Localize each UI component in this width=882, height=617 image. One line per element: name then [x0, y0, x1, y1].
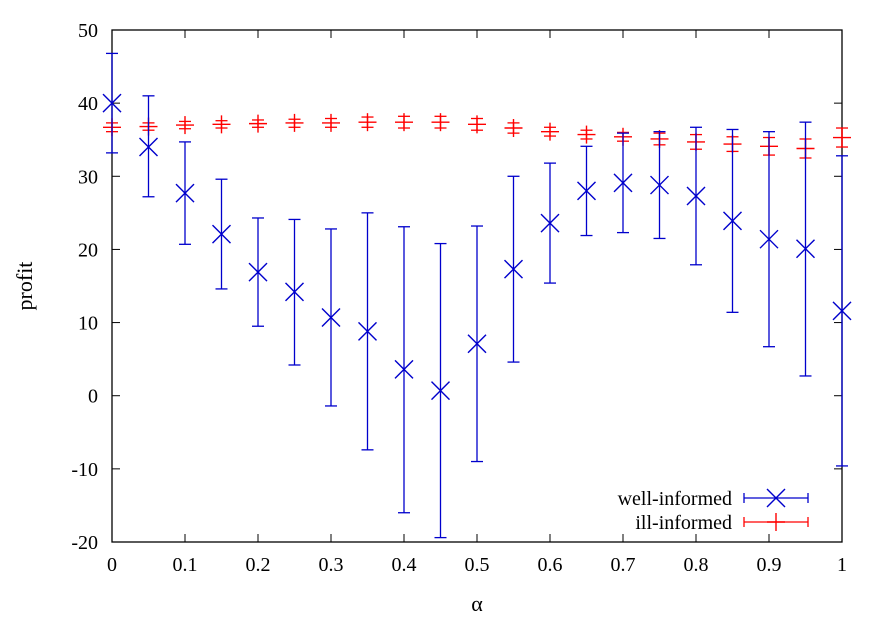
y-tick-label: 0: [88, 386, 98, 408]
data-point-marker: [358, 321, 377, 341]
y-tick-label: -10: [71, 459, 98, 481]
x-tick-label: 0.1: [173, 554, 198, 576]
data-point: [468, 115, 486, 134]
data-point: [504, 119, 523, 138]
data-point-marker: [285, 282, 304, 302]
data-point-marker: [766, 488, 786, 508]
data-point: [833, 127, 851, 148]
data-point-marker: [540, 213, 560, 233]
legend-label-ill-informed: ill-informed: [635, 512, 732, 534]
data-point: [796, 121, 815, 377]
data-point: [248, 217, 268, 327]
data-point-marker: [650, 175, 669, 195]
legend: well-informed ill-informed: [618, 488, 809, 534]
legend-sample-well-informed: [743, 488, 809, 508]
data-point-marker: [467, 334, 487, 354]
axis-ticks: [111, 29, 843, 543]
series-layer: [102, 52, 852, 539]
y-axis-title: profit: [12, 262, 37, 311]
data-point: [249, 114, 267, 133]
data-point: [431, 242, 450, 539]
data-point-marker: [504, 259, 523, 279]
data-point: [613, 132, 633, 234]
x-tick-label: 0.8: [684, 554, 709, 576]
data-point: [832, 155, 852, 467]
data-point: [577, 145, 596, 237]
data-point: [686, 126, 706, 266]
data-point-marker: [613, 173, 633, 193]
data-point: [394, 226, 414, 514]
data-point: [139, 95, 158, 198]
data-point: [431, 113, 450, 132]
data-point-marker: [175, 183, 195, 203]
data-point-marker: [139, 137, 158, 157]
data-point: [175, 141, 195, 245]
y-tick-label: 50: [78, 20, 98, 42]
data-point: [358, 113, 377, 132]
data-point: [212, 115, 231, 134]
data-point-marker: [248, 262, 268, 282]
data-point: [285, 218, 304, 366]
series-well-informed: [102, 52, 852, 539]
x-tick-label: 0.2: [246, 554, 271, 576]
data-point: [541, 122, 559, 141]
data-point: [322, 113, 340, 132]
data-point: [759, 131, 779, 348]
data-point: [577, 125, 596, 144]
data-point: [650, 131, 669, 240]
data-point-marker: [686, 186, 706, 206]
data-point-marker: [394, 359, 414, 379]
x-tick-label: 0: [107, 554, 117, 576]
y-tick-label: 10: [78, 313, 98, 335]
x-tick-label: 0.9: [757, 554, 782, 576]
data-point: [540, 162, 560, 284]
data-point-marker: [102, 93, 122, 113]
y-tick-label: 20: [78, 239, 98, 261]
data-point: [102, 52, 122, 154]
data-point: [176, 116, 194, 135]
series-ill-informed: [103, 113, 851, 159]
data-point: [285, 113, 304, 132]
y-tick-labels: -20 -10 0 10 20 30 40 50: [71, 20, 98, 554]
data-point: [321, 228, 341, 407]
y-tick-label: 40: [78, 93, 98, 115]
x-tick-label: 1: [837, 554, 847, 576]
data-point-marker: [431, 381, 450, 401]
x-tick-label: 0.3: [319, 554, 344, 576]
data-point-marker: [577, 181, 596, 201]
data-point: [395, 113, 413, 132]
data-point-marker: [212, 224, 231, 244]
legend-samples: [743, 488, 809, 531]
legend-sample-ill-informed: [743, 513, 809, 531]
data-point: [358, 212, 377, 451]
x-axis-title: α: [471, 591, 483, 616]
data-point: [212, 178, 231, 290]
data-point-marker: [796, 239, 815, 259]
data-point-marker: [723, 211, 742, 231]
data-point: [504, 175, 523, 363]
data-point-marker: [321, 307, 341, 327]
x-tick-label: 0.5: [465, 554, 490, 576]
x-tick-label: 0.4: [392, 554, 417, 576]
x-tick-label: 0.7: [611, 554, 636, 576]
y-tick-label: -20: [71, 532, 98, 554]
data-point-marker: [832, 301, 852, 321]
data-point-marker: [759, 229, 779, 249]
y-tick-label: 30: [78, 166, 98, 188]
x-tick-label: 0.6: [538, 554, 563, 576]
legend-label-well-informed: well-informed: [618, 488, 732, 510]
data-point: [467, 225, 487, 463]
x-tick-labels: 0 0.1 0.2 0.3 0.4 0.5 0.6 0.7 0.8 0.9 1: [107, 554, 847, 576]
data-point: [723, 128, 742, 313]
